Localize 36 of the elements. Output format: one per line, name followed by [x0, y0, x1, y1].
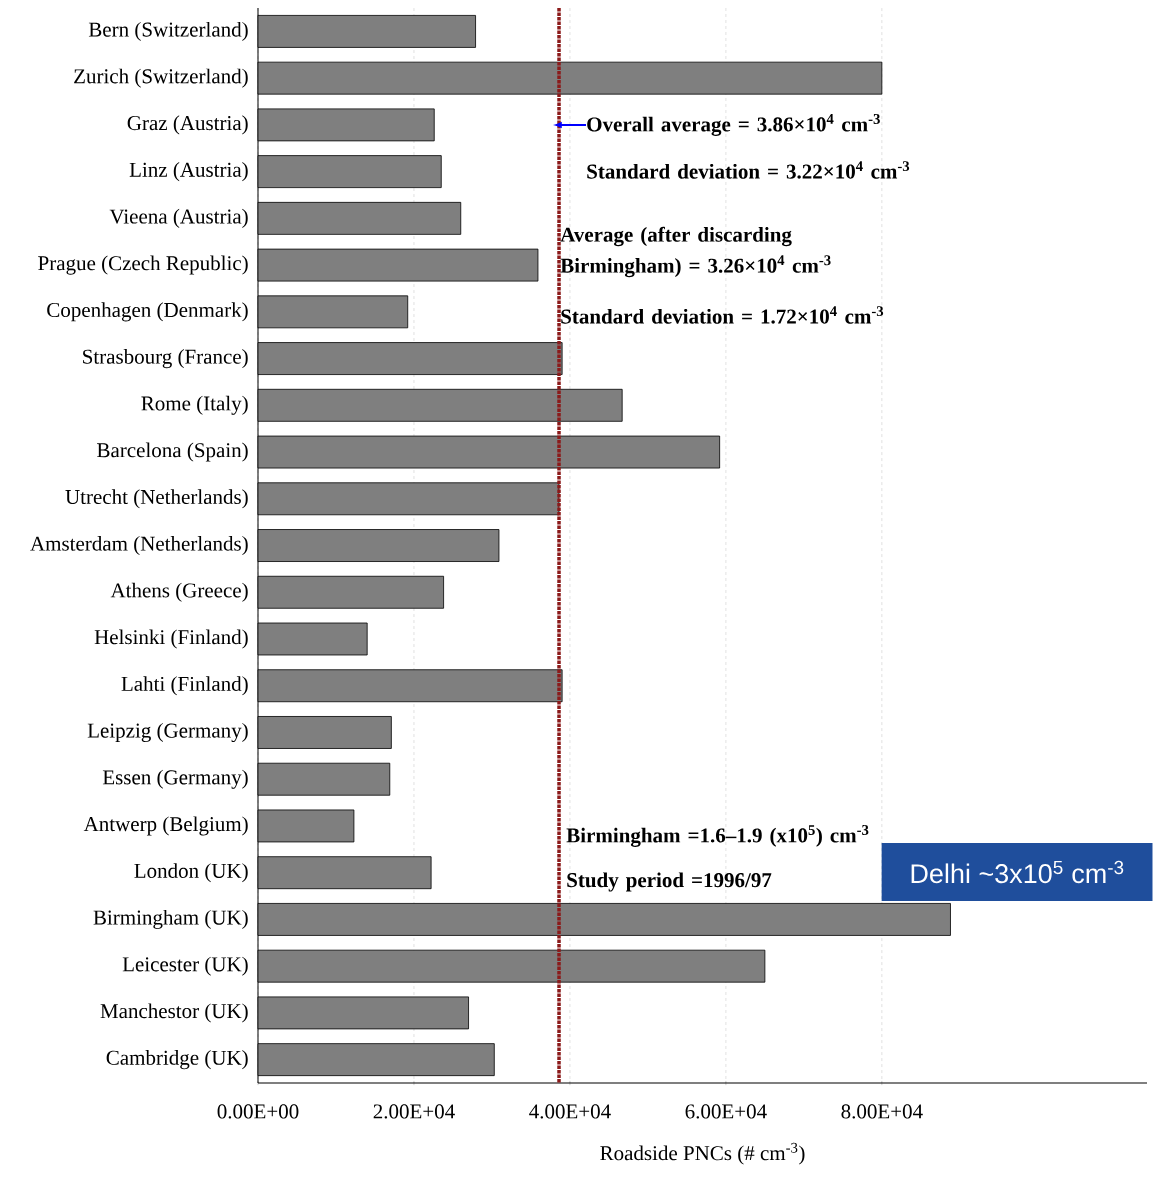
y-tick-label: Leipzig (Germany) — [87, 722, 248, 743]
y-tick-label: Birmingham (UK) — [93, 909, 248, 929]
x-tick-label: 0.00E+00 — [217, 1104, 299, 1119]
x-tick-label: 8.00E+04 — [841, 1104, 923, 1119]
y-tick-label: Graz (Austria) — [127, 115, 248, 135]
x-tick-label: 4.00E+04 — [529, 1104, 611, 1119]
annotation: Standard deviation = 3.22×10$^{4}$ cm$^{-3}$ — [587, 161, 910, 179]
annotation: Overall average = 3.86×10$^{4}$ cm$^{-3}$ — [587, 114, 880, 136]
y-tick-label: Bern (Switzerland) — [88, 21, 248, 41]
y-tick-label: Helsinki (Finland) — [94, 629, 248, 649]
x-axis-title: Roadside PNCs (# cm$^{-3}$) — [600, 1142, 805, 1165]
y-tick-label: Utrecht (Netherlands) — [65, 489, 248, 509]
annotation: Average (after discarding Birmingham) = 3.26×10$^{4}$ cm$^{-3}$ — [560, 226, 831, 278]
y-tick-label: Cambridge (UK) — [106, 1050, 248, 1070]
y-tick-label: Prague (Czech Republic) — [38, 255, 248, 275]
x-tick-label: 6.00E+04 — [685, 1104, 767, 1119]
y-tick-label: Linz (Austria) — [129, 162, 248, 182]
y-tick-label: Amsterdam (Netherlands) — [30, 536, 248, 556]
y-tick-label: Barcelona (Spain) — [97, 442, 248, 462]
annotation: Standard deviation = 1.72×10$^{4}$ cm$^{-3}$ — [561, 306, 884, 324]
y-tick-label: Antwerp (Belgium) — [83, 816, 248, 836]
y-tick-label: Essen (Germany) — [102, 769, 248, 789]
y-tick-label: London (UK) — [134, 863, 248, 883]
y-tick-label: Copenhagen (Denmark) — [47, 302, 248, 322]
y-tick-label: Athens (Greece) — [110, 582, 248, 602]
y-tick-label: Zurich (Switzerland) — [74, 68, 248, 88]
y-tick-label: Rome (Italy) — [141, 395, 248, 415]
y-tick-label: Strasbourg (France) — [83, 349, 248, 369]
y-tick-label: Lahti (Finland) — [121, 676, 248, 696]
annotation: Birmingham =1.6–1.9 (x10$^{5}$) cm$^{-3}$ — [566, 825, 869, 847]
y-tick-label: Manchestor (UK) — [100, 1003, 248, 1023]
y-tick-label: Vieena (Austria) — [109, 208, 248, 228]
y-tick-label: Leicester (UK) — [122, 956, 248, 976]
annotation: Study period =1996/97 — [567, 872, 772, 892]
annotation: Delhi ~3x10$^{5}$ cm$^{-3}$ — [911, 860, 1124, 884]
x-tick-label: 2.00E+04 — [373, 1104, 455, 1119]
